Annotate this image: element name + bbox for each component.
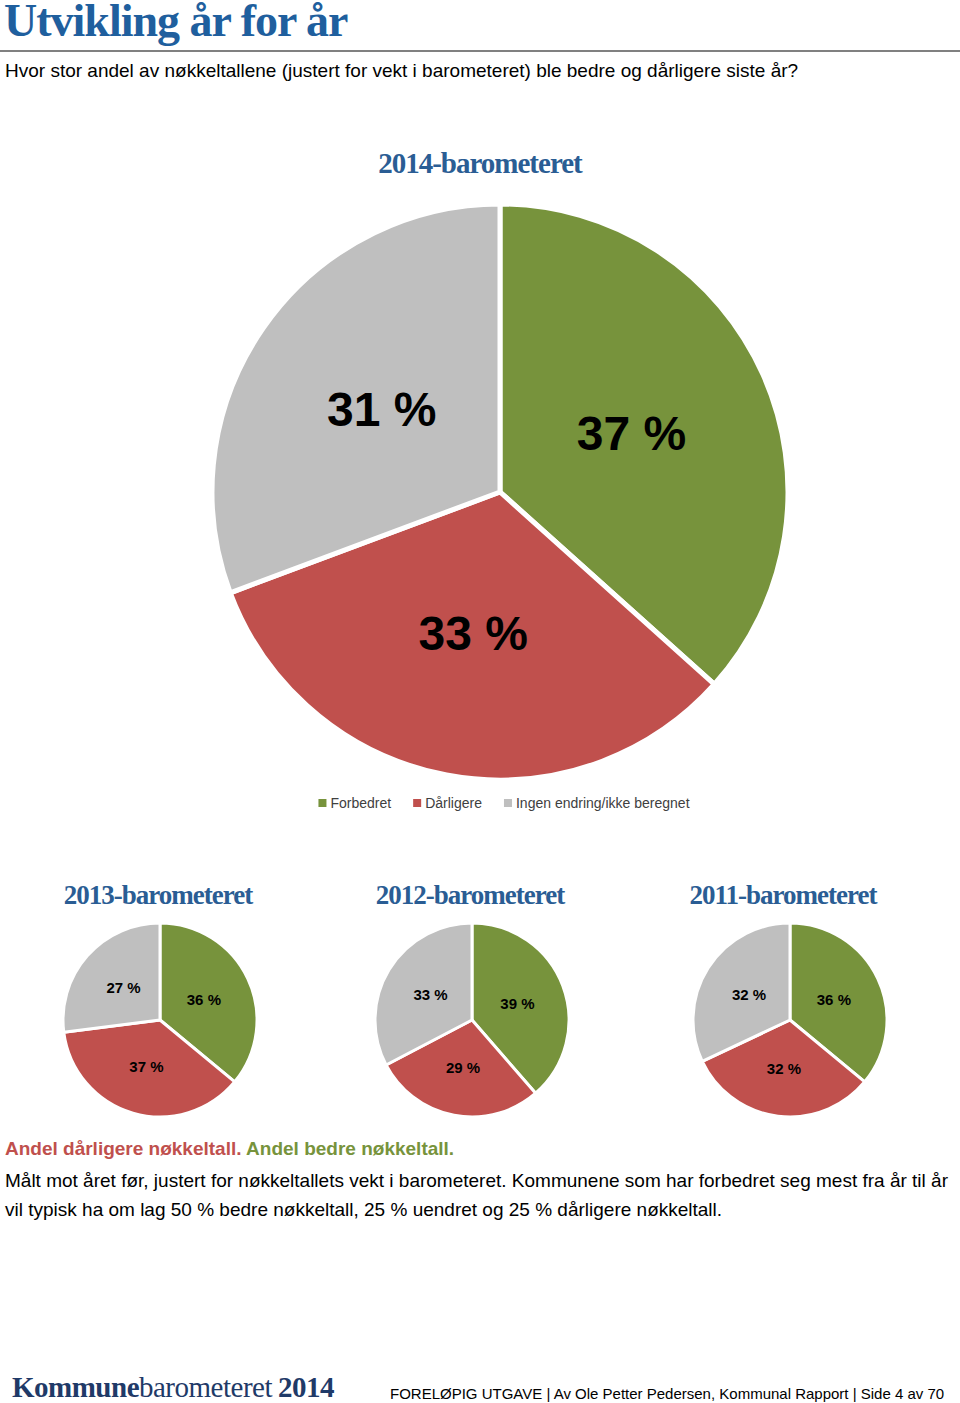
footer: Kommunebarometeret2014 FORELØPIG UTGAVE |…: [12, 1371, 944, 1403]
data-label: 36 %: [817, 991, 851, 1008]
legend-swatch: [413, 799, 421, 807]
slices: [375, 923, 569, 1117]
data-label: 37 %: [577, 407, 686, 460]
chart-title: 2012-barometeret: [376, 880, 565, 910]
chart-title: 2014-barometeret: [378, 147, 583, 179]
logo-part: barometeret: [139, 1371, 272, 1403]
data-label: 31 %: [327, 383, 436, 436]
page-graphics: 2014-barometeret 37 % 33 % 31 % Forbedret Dår…: [0, 0, 960, 1403]
caption-better: Andel bedre nøkkeltall.: [246, 1138, 454, 1159]
pie-slice: [375, 923, 472, 1065]
data-label: 29 %: [446, 1059, 480, 1076]
data-label: 37 %: [129, 1058, 163, 1075]
data-labels: 37 % 33 % 31 %: [327, 383, 686, 660]
logo-part: Kommune: [12, 1371, 140, 1403]
slices: [693, 923, 887, 1117]
data-label: 32 %: [767, 1060, 801, 1077]
data-labels: 36 % 37 % 27 %: [107, 979, 221, 1075]
legend-label: Ingen endring/ikke beregnet: [516, 795, 690, 811]
page-title: Utvikling år for år: [4, 0, 347, 47]
page-subtitle: Hvor stor andel av nøkkeltallene (juster…: [5, 60, 798, 82]
legend-swatch: [504, 799, 512, 807]
logo-part: 2014: [278, 1371, 334, 1403]
data-labels: 36 % 32 % 32 %: [732, 986, 851, 1077]
slices: [212, 204, 788, 780]
data-label: 32 %: [732, 986, 766, 1003]
caption-text: Målt mot året før, justert for nøkkeltal…: [5, 1166, 950, 1224]
footer-logo: Kommunebarometeret2014: [12, 1371, 334, 1403]
pie-slice: [693, 923, 790, 1061]
footer-text: FORELØPIG UTGAVE | Av Ole Petter Pederse…: [390, 1385, 944, 1402]
pie-chart: 2011-barometeret 36 % 32 % 32 %: [690, 880, 887, 1117]
pie-chart: 2012-barometeret 39 % 29 % 33 %: [375, 880, 569, 1117]
data-label: 36 %: [187, 991, 221, 1008]
pie-slice: [212, 204, 500, 593]
pie-chart: 2013-barometeret 36 % 37 % 27 %: [63, 880, 257, 1117]
pie-chart: 2014-barometeret 37 % 33 % 31 % Forbedret Dår…: [212, 147, 788, 811]
pie-slice: [63, 923, 160, 1032]
legend-label: Forbedret: [330, 795, 391, 811]
chart-title: 2013-barometeret: [64, 880, 253, 910]
slices: [63, 923, 257, 1117]
legend: Forbedret Dårligere Ingen endring/ikke ber…: [318, 795, 689, 811]
caption-heading: Andel dårligere nøkkeltall. Andel bedre …: [5, 1138, 454, 1160]
legend-swatch: [318, 799, 326, 807]
data-label: 33 %: [413, 986, 447, 1003]
data-label: 33 %: [419, 607, 528, 660]
data-label: 39 %: [500, 995, 534, 1012]
legend-label: Dårligere: [425, 795, 482, 811]
title-rule: [0, 50, 960, 52]
data-labels: 39 % 29 % 33 %: [413, 986, 534, 1076]
data-label: 27 %: [107, 979, 141, 996]
caption-worse: Andel dårligere nøkkeltall.: [5, 1138, 242, 1159]
pie-slice: [64, 1020, 235, 1117]
chart-title: 2011-barometeret: [690, 880, 878, 910]
